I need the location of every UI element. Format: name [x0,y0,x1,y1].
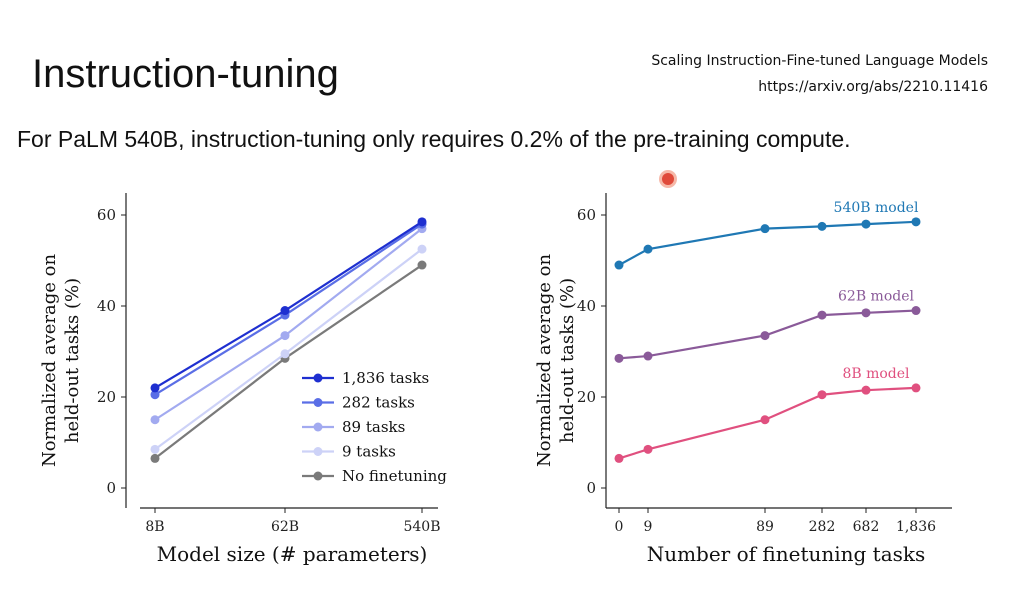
x-tick-label: 89 [756,519,774,535]
data-point-62b-model [614,353,624,363]
data-point-1-836-tasks [150,383,160,393]
data-point-9-tasks [417,244,427,254]
data-point-1-836-tasks [280,306,290,316]
y-tick-label: 0 [106,479,116,497]
reference-url: https://arxiv.org/abs/2210.11416 [758,79,988,95]
legend-label-1-836-tasks: 1,836 tasks [342,369,429,387]
data-point-8b-model [643,444,653,454]
x-tick-label: 282 [809,519,836,535]
data-point-282-tasks [150,390,160,400]
series-label-62b-model: 62B model [838,289,915,305]
series-line-62b-model [618,309,917,360]
x-axis-label: Model size (# parameters) [157,542,428,566]
reference: Scaling Instruction-Fine-tuned Language … [651,48,988,100]
cursor-dot-icon [662,173,674,185]
x-axis-label: Number of finetuning tasks [647,542,926,566]
y-tick-label: 20 [97,388,116,406]
data-point-62b-model [861,308,871,318]
x-tick-label: 0 [615,519,624,535]
legend-label-282-tasks: 282 tasks [342,394,415,412]
y-axis-label: held-out tasks (%) [62,278,83,443]
data-point-62b-model [643,351,653,361]
reference-title: Scaling Instruction-Fine-tuned Language … [651,53,988,69]
data-point-540b-model [911,217,921,227]
legend-label-9-tasks: 9 tasks [342,443,396,461]
data-point-no-finetuning [417,260,427,270]
x-tick-label: 9 [644,519,653,535]
data-point-62b-model [817,310,827,320]
y-tick-label: 60 [97,206,116,224]
data-point-no-finetuning [150,453,160,463]
data-point-8b-model [760,415,770,425]
data-point-8b-model [861,385,871,395]
x-tick-label: 682 [853,519,880,535]
data-point-62b-model [911,306,921,316]
y-tick-label: 20 [577,388,596,406]
data-point-8b-model [817,390,827,400]
y-tick-label: 40 [577,297,596,315]
y-tick-label: 60 [577,206,596,224]
legend-marker-282-tasks [313,398,323,407]
data-point-8b-model [614,453,624,463]
x-tick-label: 8B [145,519,164,535]
legend-marker-no-finetuning [313,471,323,481]
legend-marker-1-836-tasks [313,373,323,383]
legend-label-no-finetuning: No finetuning [342,467,447,485]
data-point-8b-model [911,383,921,393]
data-point-540b-model [614,260,624,270]
x-tick-label: 1,836 [896,519,936,535]
legend-marker-89-tasks [313,422,323,432]
y-axis-label: Normalized average on [534,254,555,468]
slide-title: Instruction-tuning [32,52,339,96]
data-point-62b-model [760,331,770,341]
x-tick-label: 540B [403,519,440,535]
data-point-540b-model [760,224,770,234]
data-point-540b-model [817,221,827,231]
headline: For PaLM 540B, instruction-tuning only r… [17,126,851,152]
data-point-540b-model [643,244,653,254]
y-tick-label: 40 [97,297,116,315]
data-point-540b-model [861,219,871,229]
series-label-540b-model: 540B model [834,200,919,216]
series-line-540b-model [618,220,917,267]
legend-marker-9-tasks [313,447,323,456]
data-point-9-tasks [280,349,290,359]
data-point-89-tasks [280,331,290,341]
series-label-8b-model: 8B model [842,366,910,382]
data-point-89-tasks [150,415,160,425]
data-point-9-tasks [150,444,160,454]
y-tick-label: 0 [586,479,596,497]
y-axis-label: held-out tasks (%) [557,278,578,443]
data-point-1-836-tasks [417,217,427,227]
series-line-8b-model [618,386,917,460]
x-tick-label: 62B [271,519,299,535]
y-axis-label: Normalized average on [39,254,60,468]
legend-label-89-tasks: 89 tasks [342,418,405,436]
